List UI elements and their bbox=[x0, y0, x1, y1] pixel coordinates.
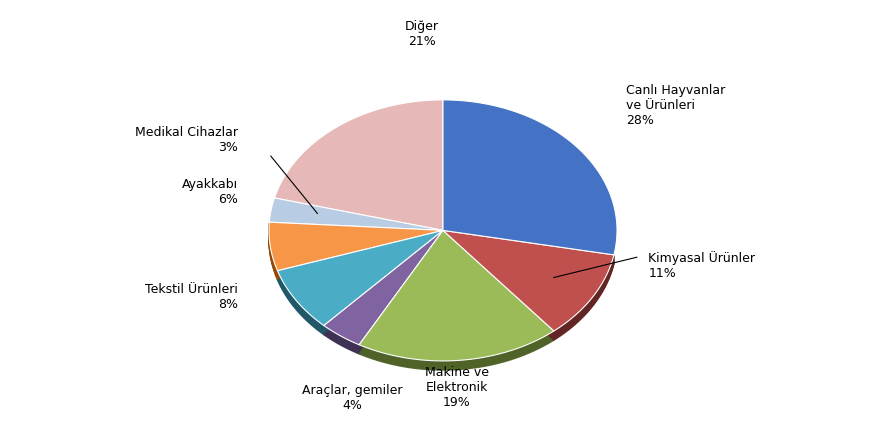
Polygon shape bbox=[324, 237, 443, 351]
Polygon shape bbox=[269, 222, 443, 271]
Polygon shape bbox=[443, 233, 614, 334]
Polygon shape bbox=[277, 232, 443, 327]
Polygon shape bbox=[324, 239, 443, 354]
Polygon shape bbox=[277, 234, 443, 329]
Polygon shape bbox=[324, 233, 443, 348]
Text: Makine ve
Elektronik
19%: Makine ve Elektronik 19% bbox=[425, 366, 489, 409]
Polygon shape bbox=[277, 237, 443, 332]
Text: Medikal Cihazlar
3%: Medikal Cihazlar 3% bbox=[135, 126, 237, 154]
Polygon shape bbox=[324, 230, 443, 345]
Polygon shape bbox=[269, 228, 443, 277]
Polygon shape bbox=[443, 234, 614, 335]
Polygon shape bbox=[269, 227, 443, 276]
Polygon shape bbox=[324, 239, 443, 353]
Polygon shape bbox=[277, 238, 443, 333]
Polygon shape bbox=[443, 232, 614, 333]
Polygon shape bbox=[324, 232, 443, 346]
Polygon shape bbox=[359, 237, 554, 368]
Polygon shape bbox=[443, 239, 614, 340]
Polygon shape bbox=[443, 238, 614, 339]
Polygon shape bbox=[269, 229, 443, 278]
Polygon shape bbox=[324, 235, 443, 349]
Polygon shape bbox=[324, 236, 443, 350]
Polygon shape bbox=[443, 235, 614, 336]
Text: Diğer
21%: Diğer 21% bbox=[405, 20, 439, 48]
Polygon shape bbox=[269, 230, 443, 279]
Polygon shape bbox=[277, 239, 443, 334]
Polygon shape bbox=[359, 239, 554, 369]
Polygon shape bbox=[275, 100, 443, 230]
Polygon shape bbox=[324, 233, 443, 347]
Polygon shape bbox=[443, 233, 614, 333]
Polygon shape bbox=[443, 100, 617, 255]
Text: Araçlar, gemiler
4%: Araçlar, gemiler 4% bbox=[302, 383, 403, 412]
Polygon shape bbox=[324, 238, 443, 352]
Polygon shape bbox=[359, 230, 554, 361]
Polygon shape bbox=[359, 233, 554, 363]
Polygon shape bbox=[359, 239, 554, 370]
Polygon shape bbox=[269, 224, 443, 272]
Polygon shape bbox=[443, 230, 614, 331]
Text: Canlı Hayvanlar
ve Ürünleri
28%: Canlı Hayvanlar ve Ürünleri 28% bbox=[626, 83, 725, 127]
Text: Kimyasal Ürünler
11%: Kimyasal Ürünler 11% bbox=[649, 251, 756, 280]
Polygon shape bbox=[359, 234, 554, 365]
Polygon shape bbox=[359, 238, 554, 368]
Polygon shape bbox=[277, 236, 443, 331]
Polygon shape bbox=[443, 237, 614, 338]
Polygon shape bbox=[359, 235, 554, 366]
Polygon shape bbox=[269, 223, 443, 271]
Polygon shape bbox=[269, 230, 443, 278]
Text: Tekstil Ürünleri
8%: Tekstil Ürünleri 8% bbox=[144, 282, 237, 311]
Polygon shape bbox=[277, 236, 443, 331]
Polygon shape bbox=[359, 232, 554, 363]
Polygon shape bbox=[269, 227, 443, 275]
Polygon shape bbox=[269, 225, 443, 274]
Polygon shape bbox=[443, 231, 614, 332]
Polygon shape bbox=[359, 233, 554, 364]
Polygon shape bbox=[324, 231, 443, 345]
Polygon shape bbox=[277, 233, 443, 328]
Polygon shape bbox=[277, 233, 443, 328]
Polygon shape bbox=[269, 225, 443, 273]
Polygon shape bbox=[443, 239, 614, 340]
Polygon shape bbox=[324, 236, 443, 351]
Text: Ayakkabı
6%: Ayakkabı 6% bbox=[182, 178, 237, 206]
Polygon shape bbox=[359, 236, 554, 367]
Polygon shape bbox=[269, 231, 443, 280]
Polygon shape bbox=[277, 230, 443, 325]
Polygon shape bbox=[269, 198, 443, 230]
Polygon shape bbox=[443, 236, 614, 337]
Polygon shape bbox=[277, 239, 443, 335]
Polygon shape bbox=[324, 234, 443, 348]
Polygon shape bbox=[443, 236, 614, 336]
Polygon shape bbox=[269, 226, 443, 274]
Polygon shape bbox=[277, 231, 443, 326]
Polygon shape bbox=[359, 231, 554, 362]
Polygon shape bbox=[277, 235, 443, 330]
Polygon shape bbox=[359, 236, 554, 366]
